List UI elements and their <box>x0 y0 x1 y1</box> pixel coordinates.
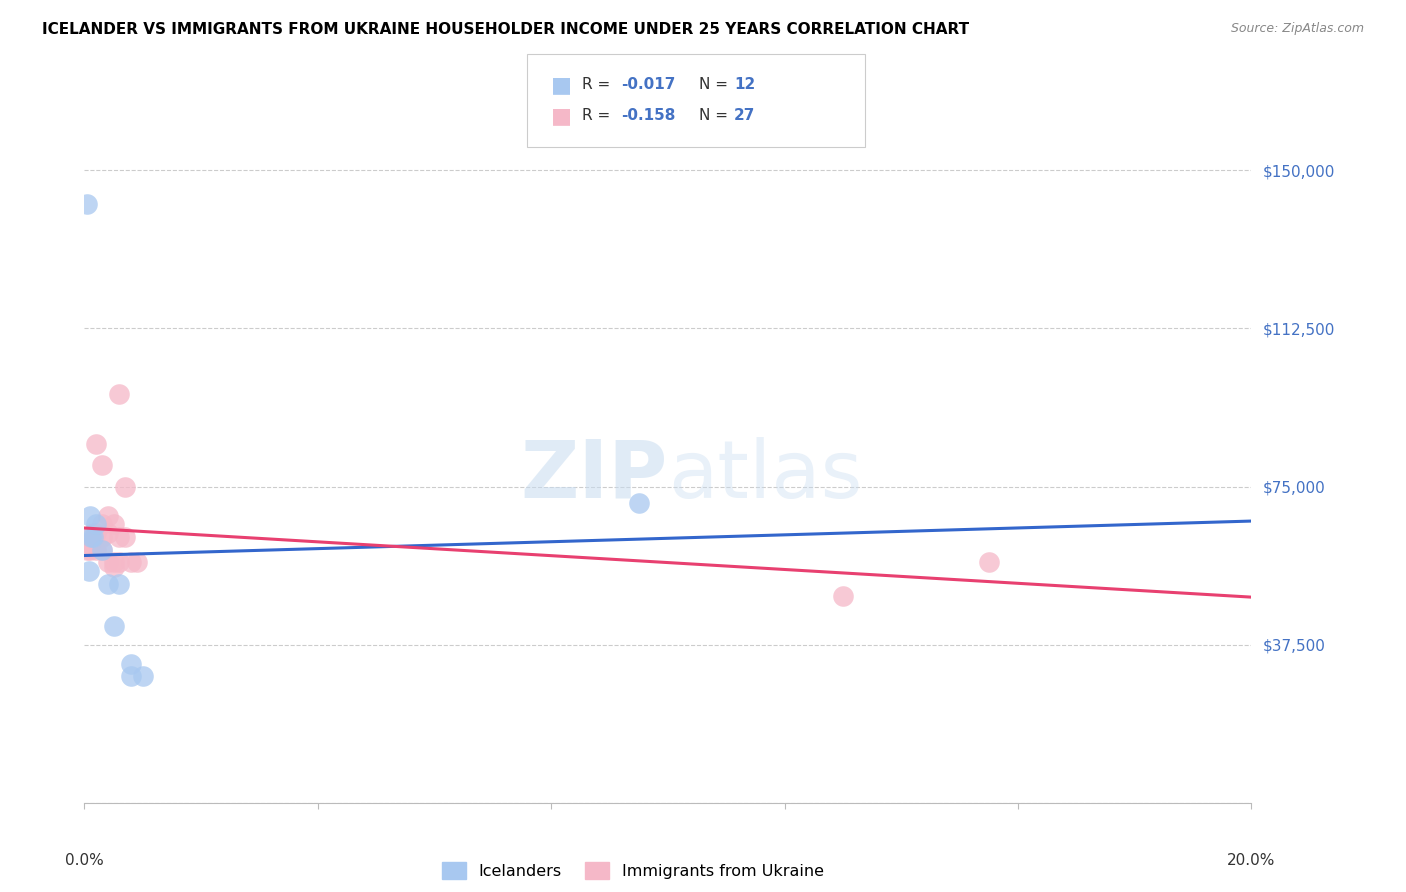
Point <box>79 509 101 524</box>
Point <box>627 496 650 510</box>
Point <box>90 542 112 557</box>
Point <box>84 525 107 540</box>
Point <box>108 530 131 544</box>
Legend: Icelanders, Immigrants from Ukraine: Icelanders, Immigrants from Ukraine <box>436 856 831 885</box>
Point <box>108 556 131 570</box>
Point <box>90 458 112 473</box>
Text: -0.017: -0.017 <box>621 78 676 92</box>
Point <box>120 556 142 570</box>
Text: R =: R = <box>582 78 616 92</box>
Point <box>97 509 120 524</box>
Point <box>103 618 125 632</box>
Point <box>80 530 103 544</box>
Point <box>977 556 1000 570</box>
Text: R =: R = <box>582 109 616 123</box>
Point <box>82 530 104 544</box>
Point <box>108 386 131 401</box>
Point <box>114 479 136 493</box>
Text: atlas: atlas <box>668 437 862 515</box>
Text: N =: N = <box>699 78 733 92</box>
Point <box>79 539 101 553</box>
Point <box>84 517 107 532</box>
Point <box>832 589 855 603</box>
Point <box>125 556 148 570</box>
Point <box>90 530 112 544</box>
Point <box>76 542 98 557</box>
Point <box>97 525 120 540</box>
Text: 12: 12 <box>734 78 755 92</box>
Point <box>80 534 103 549</box>
Point <box>108 576 131 591</box>
Text: -0.158: -0.158 <box>621 109 676 123</box>
Point <box>84 437 107 451</box>
Point <box>90 517 112 532</box>
Point <box>120 669 142 683</box>
Text: ■: ■ <box>551 106 572 126</box>
Point <box>114 530 136 544</box>
Point <box>103 517 125 532</box>
Text: N =: N = <box>699 109 733 123</box>
Text: Source: ZipAtlas.com: Source: ZipAtlas.com <box>1230 22 1364 36</box>
Point <box>120 657 142 671</box>
Point <box>76 197 98 211</box>
Point <box>84 542 107 557</box>
Point <box>79 542 101 557</box>
Text: 27: 27 <box>734 109 755 123</box>
Point <box>97 556 120 570</box>
Text: ICELANDER VS IMMIGRANTS FROM UKRAINE HOUSEHOLDER INCOME UNDER 25 YEARS CORRELATI: ICELANDER VS IMMIGRANTS FROM UKRAINE HOU… <box>42 22 969 37</box>
Point <box>103 559 125 574</box>
Point <box>103 556 125 570</box>
Text: ZIP: ZIP <box>520 437 668 515</box>
Point <box>132 669 155 683</box>
Point <box>97 576 120 591</box>
Text: 0.0%: 0.0% <box>65 854 104 869</box>
Text: 20.0%: 20.0% <box>1227 854 1275 869</box>
Point <box>82 525 104 540</box>
Point <box>77 564 100 578</box>
Text: ■: ■ <box>551 75 572 95</box>
Point <box>90 542 112 557</box>
